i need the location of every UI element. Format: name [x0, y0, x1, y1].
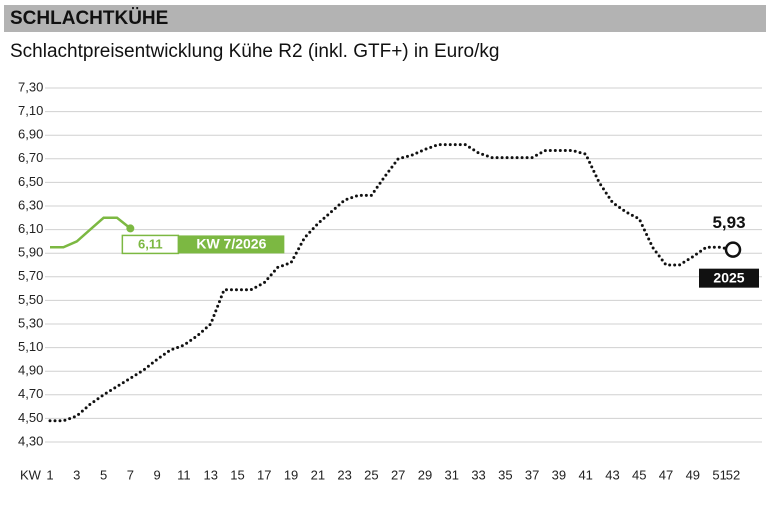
- x-tick-label: 43: [605, 467, 619, 482]
- y-tick-label: 6,10: [18, 221, 43, 236]
- series-tag: KW 7/2026: [196, 236, 266, 252]
- x-tick-label: 23: [337, 467, 351, 482]
- y-tick-label: 5,90: [18, 245, 43, 260]
- end-point: [126, 224, 135, 233]
- y-tick-label: 4,90: [18, 363, 43, 378]
- x-tick-label: 31: [445, 467, 459, 482]
- x-tick-label: 29: [418, 467, 432, 482]
- x-tick-label: 52: [726, 467, 740, 482]
- series-line: [50, 216, 132, 249]
- chart-title: Schlachtpreisentwicklung Kühe R2 (inkl. …: [10, 41, 499, 62]
- y-tick-label: 4,30: [18, 433, 43, 448]
- x-tick-label: 51: [712, 467, 726, 482]
- y-tick-label: 5,50: [18, 292, 43, 307]
- y-tick-label: 6,90: [18, 127, 43, 142]
- y-tick-label: 7,30: [18, 79, 43, 94]
- x-tick-label: 27: [391, 467, 405, 482]
- x-tick-label: 35: [498, 467, 512, 482]
- value-label: 5,93: [712, 213, 745, 232]
- y-tick-label: 5,70: [18, 268, 43, 283]
- x-tick-label: 33: [471, 467, 485, 482]
- x-tick-label: 3: [73, 467, 80, 482]
- x-axis-label: KW: [20, 467, 42, 482]
- x-tick-label: 47: [659, 467, 673, 482]
- y-tick-label: 5,10: [18, 339, 43, 354]
- x-tick-label: 1: [46, 467, 53, 482]
- x-tick-label: 13: [203, 467, 217, 482]
- x-tick-label: 41: [578, 467, 592, 482]
- x-tick-label: 17: [257, 467, 271, 482]
- series-tag-box: [699, 268, 759, 288]
- x-tick-label: 37: [525, 467, 539, 482]
- x-tick-label: 39: [552, 467, 566, 482]
- y-tick-label: 6,50: [18, 174, 43, 189]
- series-line: [48, 143, 735, 423]
- end-point: [724, 241, 742, 258]
- y-tick-label: 4,50: [18, 410, 43, 425]
- x-tick-label: 11: [177, 467, 191, 482]
- value-label: 6,11: [138, 236, 163, 251]
- series-tag-box: [178, 235, 285, 254]
- y-tick-label: 4,70: [18, 386, 43, 401]
- y-tick-label: 6,30: [18, 197, 43, 212]
- x-tick-label: 9: [154, 467, 161, 482]
- y-tick-label: 6,70: [18, 150, 43, 165]
- x-tick-label: 7: [127, 467, 134, 482]
- x-tick-label: 5: [100, 467, 107, 482]
- x-tick-label: 21: [311, 467, 325, 482]
- y-tick-label: 7,10: [18, 103, 43, 118]
- x-tick-label: 49: [686, 467, 700, 482]
- header: SCHLACHTKÜHE: [10, 8, 168, 29]
- y-tick-label: 5,30: [18, 315, 43, 330]
- x-tick-label: 19: [284, 467, 298, 482]
- x-tick-label: 25: [364, 467, 378, 482]
- x-tick-label: 45: [632, 467, 646, 482]
- x-tick-label: 15: [230, 467, 244, 482]
- series-tag: 2025: [713, 269, 744, 285]
- header-bar: [4, 5, 766, 32]
